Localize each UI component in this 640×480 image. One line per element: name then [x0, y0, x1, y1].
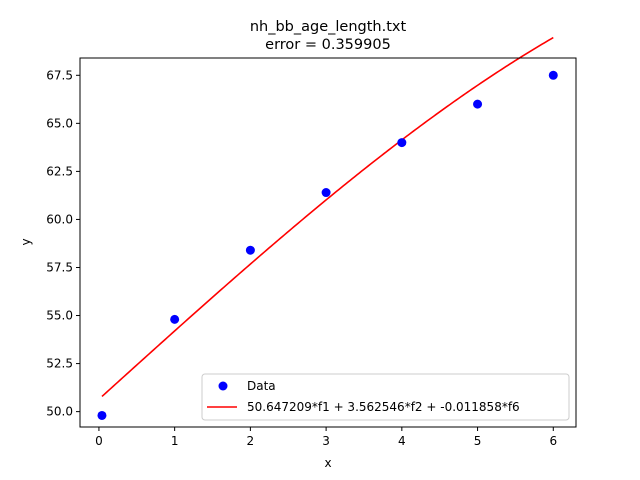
x-tick-label: 4	[398, 434, 406, 448]
legend: Data 50.647209*f1 + 3.562546*f2 + -0.011…	[201, 373, 570, 421]
x-axis-label: x	[324, 456, 331, 470]
plot-background	[80, 58, 576, 427]
x-tick-label: 1	[171, 434, 179, 448]
plot-area	[80, 58, 576, 427]
chart-title-line2: error = 0.359905	[265, 37, 391, 53]
y-tick-label: 60.0	[46, 212, 73, 226]
y-tick-label: 67.5	[46, 68, 73, 82]
data-point	[321, 188, 331, 198]
axes-frame	[79, 57, 577, 428]
x-tick-label: 0	[95, 434, 103, 448]
data-point	[548, 70, 558, 80]
x-tick-label: 3	[322, 434, 330, 448]
y-axis-label: y	[19, 238, 33, 245]
data-point	[473, 99, 483, 109]
y-tick-label: 65.0	[46, 116, 73, 130]
y-tick-label: 57.5	[46, 260, 73, 274]
y-tick-label: 52.5	[46, 357, 73, 371]
legend-box	[201, 373, 570, 421]
y-tick-label: 62.5	[46, 164, 73, 178]
y-tick-label: 55.0	[46, 309, 73, 323]
series-layer	[97, 36, 558, 420]
data-point	[97, 410, 107, 420]
x-ticks: 0 1 2 3 4 5 6	[95, 427, 557, 448]
x-tick-label: 2	[247, 434, 255, 448]
y-ticks: 50.0 52.5 55.0 57.5 60.0 62.5 65.0 67.5	[46, 68, 80, 419]
y-tick-label: 50.0	[46, 405, 73, 419]
x-tick-label: 6	[549, 434, 557, 448]
legend-label-data: Data	[247, 379, 276, 393]
data-point	[245, 245, 255, 255]
data-point	[170, 314, 180, 324]
legend-label-fit: 50.647209*f1 + 3.562546*f2 + -0.011858*f…	[247, 400, 520, 414]
fit-curve	[101, 36, 554, 398]
chart-title-line1: nh_bb_age_length.txt	[250, 19, 407, 35]
legend-marker-data	[218, 381, 228, 391]
x-tick-label: 5	[474, 434, 482, 448]
data-point	[397, 138, 407, 148]
